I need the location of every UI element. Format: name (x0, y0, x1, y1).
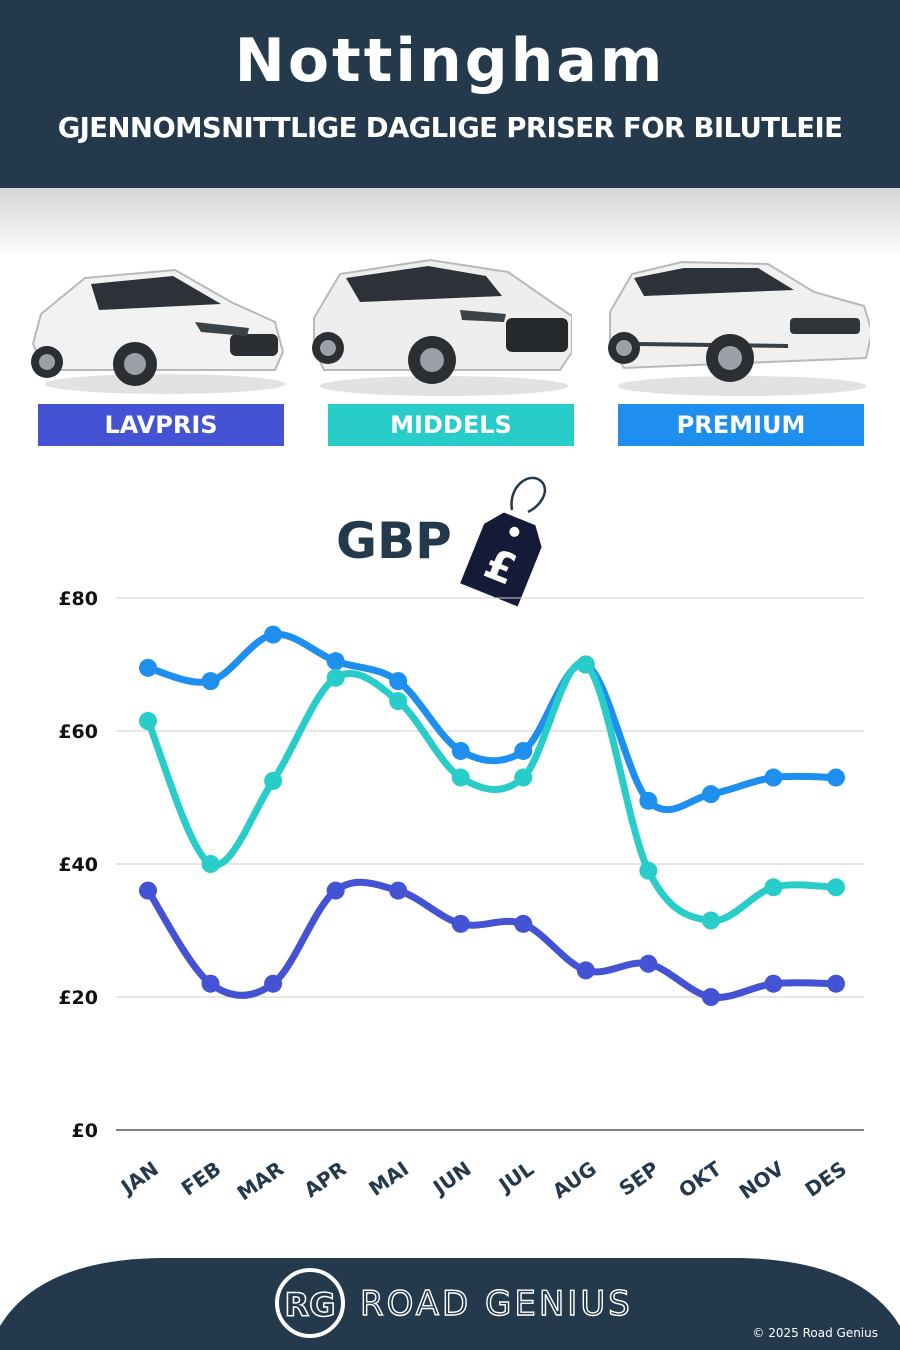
data-point (326, 668, 345, 687)
data-point (701, 785, 720, 804)
page-subtitle: GJENNOMSNITTLIGE DAGLIGE PRISER FOR BILU… (57, 112, 843, 144)
header-shadow (0, 188, 900, 258)
x-tick-label: OKT (674, 1156, 726, 1202)
data-point (827, 974, 845, 993)
data-point (139, 881, 157, 900)
category-label-midsize: MIDDELS (328, 404, 574, 446)
data-point (389, 672, 408, 691)
x-tick-label: SEP (614, 1156, 663, 1200)
y-tick-label: £0 (72, 1120, 98, 1142)
footer-bar: RG (0, 1258, 900, 1350)
x-tick-label: JUN (427, 1156, 476, 1200)
category-label-premium: PREMIUM (618, 404, 864, 446)
data-point (639, 954, 658, 973)
series-premium (139, 625, 845, 814)
data-point (764, 768, 783, 787)
data-point (576, 961, 595, 980)
data-point (264, 771, 283, 790)
logo-text: RG (285, 1286, 336, 1324)
series-line (144, 659, 840, 925)
data-point (764, 878, 783, 897)
data-point (639, 861, 658, 880)
x-tick-label: DES (801, 1156, 851, 1201)
data-point (389, 881, 408, 900)
x-tick-label: APR (299, 1156, 350, 1202)
x-tick-label: JAN (115, 1156, 163, 1200)
economy-car-image (25, 252, 287, 402)
data-point (701, 988, 720, 1006)
series-line (144, 630, 840, 814)
data-point (201, 974, 220, 993)
data-point (576, 655, 595, 674)
data-point (139, 712, 157, 731)
y-tick-label: £60 (58, 721, 98, 743)
data-point (264, 974, 283, 993)
premium-suv-image (608, 252, 870, 402)
series-lavpris (139, 878, 845, 1006)
data-point (264, 625, 283, 644)
data-point (451, 768, 470, 787)
x-tick-label: JUL (493, 1156, 538, 1198)
x-tick-label: FEB (177, 1156, 226, 1200)
price-line-chart: £0 £20 £40 £60 £80 JAN FEB MAR APR MAI JUN JUL AUG S… (58, 588, 864, 1205)
x-tick-label: NOV (735, 1156, 789, 1204)
data-point (201, 672, 220, 691)
series-line (144, 878, 840, 1001)
data-point (451, 914, 470, 933)
data-point (326, 652, 345, 671)
data-point (827, 878, 845, 897)
data-point (139, 658, 157, 677)
data-point (639, 791, 658, 810)
data-point (389, 692, 408, 711)
midsize-suv-image (310, 252, 572, 402)
data-point (451, 741, 470, 760)
y-tick-label: £40 (58, 854, 98, 876)
logo-icon (275, 1268, 345, 1338)
data-point (764, 974, 783, 993)
brand-name: ROAD GENIUS (359, 1283, 633, 1324)
series-middels (139, 655, 845, 930)
price-tag-icon: £ (450, 470, 560, 610)
data-point (514, 914, 533, 933)
y-tick-label: £20 (58, 987, 98, 1009)
data-point (514, 741, 533, 760)
category-label-economy: LAVPRIS (38, 404, 284, 446)
data-point (201, 855, 220, 873)
copyright-text: © 2025 Road Genius (752, 1326, 878, 1340)
data-point (514, 768, 533, 787)
data-point (701, 911, 720, 930)
header-banner (0, 0, 900, 188)
currency-label: GBP (336, 512, 452, 570)
page-title: Nottingham (234, 26, 666, 96)
y-tick-label: £80 (58, 588, 98, 610)
data-point (326, 881, 345, 900)
x-tick-label: MAR (233, 1156, 288, 1205)
x-tick-label: AUG (548, 1156, 601, 1203)
x-tick-label: MAI (364, 1156, 413, 1200)
data-point (827, 768, 845, 787)
